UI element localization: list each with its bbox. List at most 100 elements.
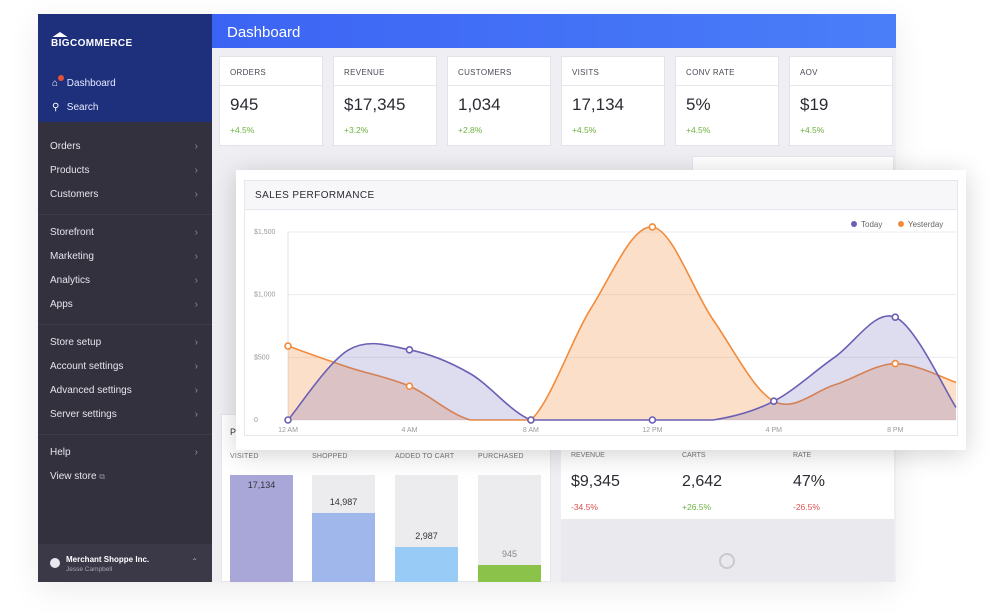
series-line-today [287,315,957,421]
legend-item-yesterday[interactable]: Yesterday [898,220,943,229]
funnel-bar-track: 17,134 [230,475,293,582]
stat-change: -26.5% [793,502,820,512]
funnel-bar-visited[interactable] [230,475,293,582]
sidebar-item-store-setup[interactable]: Store setup › [50,337,198,348]
metric-change: +2.8% [458,125,483,135]
x-tick-label: 4 AM [401,427,417,434]
metric-value: 5% [686,95,711,114]
divider [220,85,322,86]
sidebar-item-dashboard[interactable]: ⌂ Dashboard [52,75,116,89]
stats-row: REVENUE $9,345 -34.5% CARTS 2,642 +26.5%… [561,446,894,519]
sidebar-item-advanced-settings[interactable]: Advanced settings › [50,385,198,396]
user-icon [50,558,60,568]
funnel-bar-purchased[interactable] [478,564,541,582]
sidebar-divider [38,214,212,215]
x-tick-label: 12 PM [642,427,662,434]
account-menu[interactable]: Merchant Shoppe Inc. Jesse Campbell ⌃ [38,544,212,582]
funnel-bar-added-to-cart[interactable] [395,547,458,582]
external-link-icon: ⧉ [99,472,106,481]
page-header: Dashboard [212,14,896,48]
user-name: Jesse Campbell [66,566,113,573]
series-area-today [288,315,956,420]
stat-change: -34.5% [571,502,598,512]
stat-value: $9,345 [571,473,620,490]
y-tick-label: $1,500 [254,229,276,236]
divider [562,85,664,86]
funnel-value: 17,134 [247,480,276,490]
sidebar: BIGCOMMERCE ⌂ Dashboard ⚲ Search Orders ›… [38,14,212,582]
sidebar-item-apps[interactable]: Apps › [50,299,198,310]
sidebar-item-products[interactable]: Products › [50,165,198,176]
data-point-today[interactable] [405,346,414,354]
funnel-column-label: VISITED [230,453,259,460]
metric-card-conv-rate[interactable]: CONV RATE 5% +4.5% [675,56,779,146]
metric-card-revenue[interactable]: REVENUE $17,345 +3.2% [333,56,437,146]
divider [790,85,892,86]
metric-value: $19 [800,95,829,114]
sidebar-item-orders[interactable]: Orders › [50,141,198,152]
sidebar-item-analytics[interactable]: Analytics › [50,275,198,286]
metric-card-orders[interactable]: ORDERS 945 +4.5% [219,56,323,146]
brand-logo[interactable]: BIGCOMMERCE [51,38,133,49]
metric-change: +4.5% [230,125,255,135]
data-point-today[interactable] [648,416,657,424]
data-point-yesterday[interactable] [891,359,900,368]
metric-card-customers[interactable]: CUSTOMERS 1,034 +2.8% [447,56,551,146]
chevron-right-icon: › [194,165,198,176]
sidebar-item-label: Apps [50,299,73,310]
funnel-bar-shopped[interactable] [312,512,375,582]
funnel-value: 14,987 [329,496,358,507]
funnel-bar-track: 14,987 [312,475,375,582]
metric-value: 1,034 [458,95,501,114]
sidebar-item-label: Server settings [50,409,117,420]
legend-dot [851,221,857,227]
metric-change: +4.5% [572,125,597,135]
metric-label: AOV [800,68,818,77]
funnel-value: 2,987 [415,531,438,542]
search-icon: ⚲ [52,102,60,113]
panel-title: SALES PERFORMANCE [255,190,375,201]
metric-label: ORDERS [230,68,267,77]
sidebar-item-label: Dashboard [66,78,116,89]
metric-card-aov[interactable]: AOV $19 +4.5% [789,56,893,146]
stat-value: 2,642 [682,473,723,490]
legend-label: Yesterday [908,220,944,229]
sidebar-item-label: Analytics [50,275,91,286]
sidebar-item-label: Marketing [50,251,94,262]
page-title: Dashboard [227,24,301,41]
chevron-right-icon: › [194,275,198,286]
data-point-today[interactable] [284,416,292,424]
sidebar-header: BIGCOMMERCE ⌂ Dashboard ⚲ Search [38,14,212,122]
data-point-yesterday[interactable] [284,342,292,350]
data-point-yesterday[interactable] [405,382,414,390]
metric-change: +4.5% [800,125,825,135]
metric-value: $17,345 [344,95,406,114]
sidebar-item-label: Storefront [50,227,94,238]
metric-card-visits[interactable]: VISITS 17,134 +4.5% [561,56,665,146]
sales-chart: 0 $500 $1,000 $1,500 12 AM 4 AM 8 AM 12 PM 4 PM 8… [254,223,957,434]
chevron-right-icon: › [194,141,198,152]
chevron-right-icon: › [194,251,198,262]
data-point-today[interactable] [891,313,900,322]
sidebar-item-marketing[interactable]: Marketing › [50,251,198,262]
home-icon: ⌂ [52,75,64,89]
chevron-right-icon: › [194,409,198,420]
sidebar-item-storefront[interactable]: Storefront › [50,227,198,238]
sidebar-item-help[interactable]: Help › [50,447,198,458]
sidebar-item-account-settings[interactable]: Account settings › [50,361,198,372]
data-point-today[interactable] [770,397,778,405]
chart-area [244,210,958,436]
legend-label: Today [861,220,883,229]
data-point-today[interactable] [527,416,535,424]
sidebar-item-view-store[interactable]: View store ⧉ [50,471,198,482]
sidebar-item-server-settings[interactable]: Server settings › [50,409,198,420]
sidebar-item-search[interactable]: ⚲ Search [52,102,98,113]
sidebar-item-label: View store [50,471,97,482]
chevron-right-icon: › [194,385,198,396]
sidebar-item-customers[interactable]: Customers › [50,189,198,200]
notification-dot [58,75,64,81]
legend-item-today[interactable]: Today [851,220,882,229]
data-point-yesterday[interactable] [648,223,657,231]
metric-label: VISITS [572,68,600,77]
divider [334,85,436,86]
